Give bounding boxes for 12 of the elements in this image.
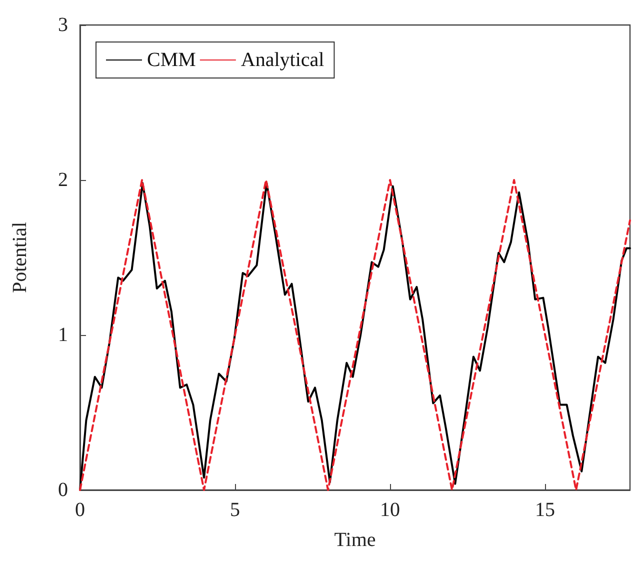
y-tick-label: 0 bbox=[58, 479, 68, 501]
y-tick-label: 2 bbox=[58, 169, 68, 191]
x-tick-label: 5 bbox=[230, 499, 240, 521]
x-tick-label: 10 bbox=[380, 499, 400, 521]
y-tick-label: 3 bbox=[58, 14, 68, 36]
x-axis-title: Time bbox=[334, 529, 376, 551]
y-axis-title: Potential bbox=[9, 222, 31, 294]
legend-label: CMM bbox=[147, 49, 196, 71]
legend-label: Analytical bbox=[240, 49, 325, 71]
x-tick-label: 0 bbox=[75, 499, 85, 521]
x-tick-label: 15 bbox=[535, 499, 556, 521]
y-tick-label: 1 bbox=[58, 324, 68, 346]
